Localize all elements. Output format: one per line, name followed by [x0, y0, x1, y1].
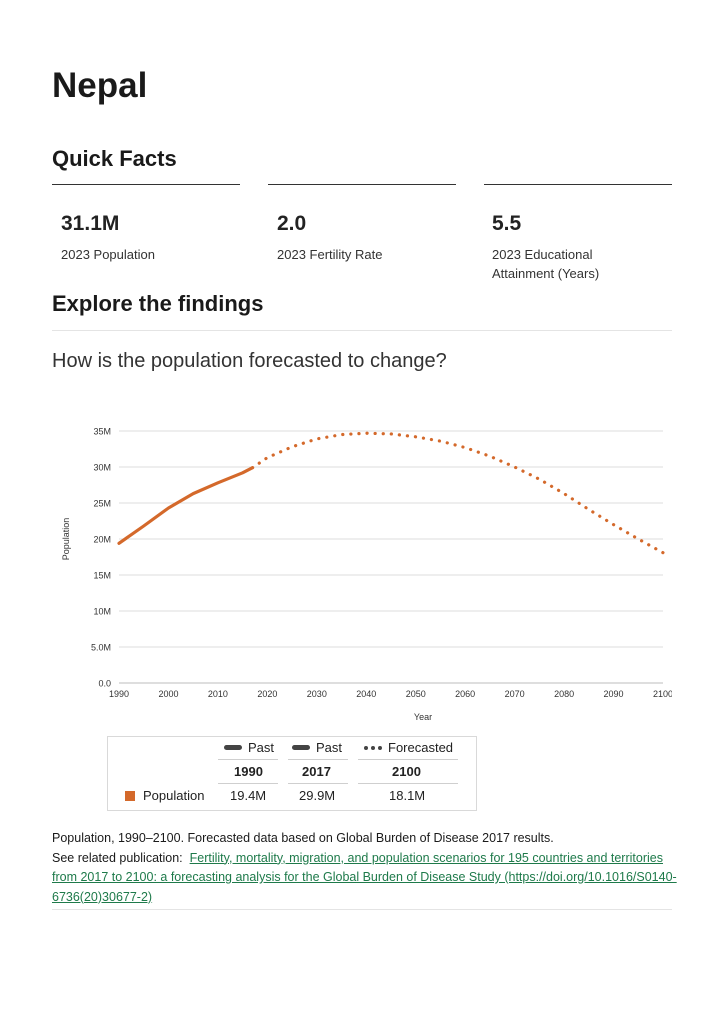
population-swatch [125, 790, 135, 801]
publication-link[interactable]: Fertility, mortality, migration, and pop… [52, 850, 677, 904]
caption-text: Population, 1990–2100. Forecasted data b… [52, 831, 554, 845]
series-line-past [117, 466, 255, 545]
legend-header-label: Past [316, 740, 343, 755]
related-publication: See related publication: Fertility, mort… [52, 849, 682, 908]
population-chart: 0.0 5.0M 10M 15M 20M 25M 30M 35M 1990 2000 2010 202… [61, 427, 672, 723]
legend-header-rule [218, 759, 278, 760]
x-tick-label: 2020 [257, 689, 277, 699]
legend-header-rule [288, 759, 348, 760]
chart-caption: Population, 1990–2100. Forecasted data b… [52, 829, 682, 907]
legend-year-rule [358, 783, 458, 784]
solid-line-icon [292, 745, 310, 750]
legend-row-population: Population [125, 788, 204, 803]
x-tick-label: 1990 [109, 689, 129, 699]
legend-header-label: Past [248, 740, 275, 755]
legend-value-2017: 29.9M [299, 788, 336, 803]
dotted-line-icon [364, 745, 382, 750]
y-tick-label: 35M [93, 427, 111, 437]
fact-value: 5.5 [492, 212, 522, 235]
x-tick-label: 2000 [158, 689, 178, 699]
chart-legend: Past Past Forecasted 1990 2017 2100 Popu… [107, 736, 477, 811]
legend-year-2017: 2017 [302, 764, 331, 779]
fact-divider [268, 184, 456, 185]
y-tick-label: 20M [93, 535, 111, 545]
y-tick-label: 25M [93, 499, 111, 509]
legend-header-forecasted: Forecasted [364, 740, 453, 755]
fact-value: 31.1M [61, 212, 120, 235]
y-tick-label: 30M [93, 463, 111, 473]
legend-row-label: Population [143, 788, 205, 803]
series-line-forecasted [250, 431, 665, 555]
x-tick-label: 2030 [307, 689, 327, 699]
legend-header-past-2017: Past [292, 740, 342, 755]
y-tick-label: 5.0M [91, 643, 111, 653]
x-tick-label: 2100 [653, 689, 672, 699]
x-tick-label: 2040 [356, 689, 376, 699]
x-axis-title: Year [414, 712, 432, 722]
related-prefix: See related publication: [52, 850, 183, 865]
legend-year-2100: 2100 [392, 764, 421, 779]
page-title: Nepal [52, 66, 148, 105]
x-tick-label: 2080 [554, 689, 574, 699]
legend-header-past-1990: Past [224, 740, 274, 755]
y-tick-label: 15M [93, 571, 111, 581]
x-tick-label: 2050 [406, 689, 426, 699]
x-tick-label: 2070 [505, 689, 525, 699]
findings-title: Explore the findings [52, 291, 264, 316]
legend-header-label: Forecasted [388, 740, 454, 755]
solid-line-icon [224, 745, 242, 750]
fact-value: 2.0 [277, 212, 307, 235]
fact-divider [484, 184, 672, 185]
section-divider [52, 330, 672, 331]
y-axis-title: Population [61, 518, 71, 561]
legend-year-rule [218, 783, 278, 784]
y-tick-label: 0.0 [98, 679, 111, 689]
legend-year-rule [288, 783, 348, 784]
quick-facts-title: Quick Facts [52, 146, 177, 171]
legend-year-1990: 1990 [234, 764, 263, 779]
y-tick-label: 10M [93, 607, 111, 617]
x-tick-label: 2090 [604, 689, 624, 699]
fact-label: 2023 Fertility Rate [277, 247, 383, 262]
footer-divider [52, 909, 672, 910]
fact-population: 31.1M 2023 Population [61, 212, 241, 264]
legend-header-rule [358, 759, 458, 760]
x-tick-label: 2010 [208, 689, 228, 699]
x-tick-label: 2060 [455, 689, 475, 699]
fact-divider [52, 184, 240, 185]
legend-value-1990: 19.4M [230, 788, 267, 803]
fact-label: 2023 Educational Attainment (Years) [492, 247, 600, 281]
fact-educational-attainment: 5.5 2023 Educational Attainment (Years) [492, 212, 642, 283]
fact-label: 2023 Population [61, 247, 155, 262]
legend-value-2100: 18.1M [389, 788, 426, 803]
chart-question: How is the population forecasted to chan… [52, 350, 447, 372]
fact-fertility-rate: 2.0 2023 Fertility Rate [277, 212, 457, 264]
